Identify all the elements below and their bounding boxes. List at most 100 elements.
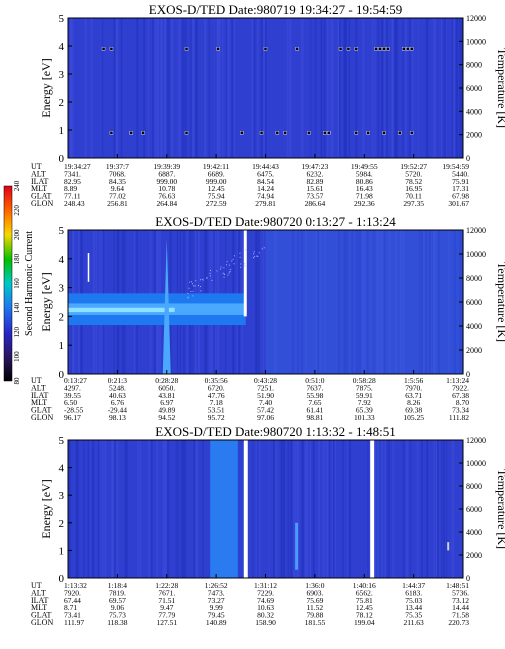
table-cell: 80.86 <box>356 177 373 186</box>
table-cell: 1:44:37 <box>402 581 425 590</box>
table-cell: 5720. <box>405 169 422 178</box>
panel-2: EXOS-D/TED Date:980720 0:13:27 - 1:13:24… <box>31 214 505 422</box>
heatmap-streak <box>98 440 100 578</box>
table-row-label: MLT <box>31 603 47 612</box>
table-cell: 13.44 <box>405 603 422 612</box>
y-tick-label: 2 <box>59 97 65 109</box>
heatmap-streak <box>387 440 390 578</box>
scatter-dot <box>206 277 208 279</box>
table-cell: 14.24 <box>257 184 274 193</box>
scatter-dot <box>226 261 228 263</box>
table-cell: 1:48:51 <box>446 581 469 590</box>
heatmap-streak <box>154 18 157 158</box>
table-cell: 75.69 <box>306 596 323 605</box>
table-cell: 6183. <box>405 588 422 597</box>
table-cell: 6.76 <box>111 398 124 407</box>
table-cell: 140.89 <box>206 618 227 627</box>
scatter-dot <box>261 248 263 250</box>
scatter-dot <box>257 255 259 257</box>
heatmap-streak <box>452 440 455 578</box>
heatmap-streak <box>120 18 123 158</box>
temperature-marker <box>216 47 220 51</box>
table-cell: 7229. <box>257 588 274 597</box>
heatmap-streak <box>157 18 159 158</box>
heatmap-streak <box>273 230 277 374</box>
table-cell: 8.71 <box>64 603 77 612</box>
heatmap-band <box>68 293 246 326</box>
table-cell: 279.81 <box>255 199 276 208</box>
scatter-dot <box>227 274 229 276</box>
y-axis-right: 0 2000 4000 6000 8000 10000 12000 Temperature [… <box>459 436 505 583</box>
table-cell: 127.51 <box>156 618 177 627</box>
table-cell: 84.54 <box>257 177 274 186</box>
heatmap-streak <box>384 18 386 158</box>
scatter-dot <box>191 281 193 283</box>
heatmap-streak <box>451 440 453 578</box>
heatmap-streak <box>289 18 292 158</box>
temperature-markers <box>101 47 414 135</box>
heatmap-streak <box>255 440 258 578</box>
heatmap-streak <box>371 18 374 158</box>
data-gap <box>243 440 248 578</box>
temperature-marker <box>109 131 114 135</box>
heatmap-streak <box>443 440 445 578</box>
table-cell: 7922. <box>452 383 469 392</box>
heatmap-spike <box>162 238 171 374</box>
table-cell: 5984. <box>356 169 373 178</box>
heatmap-streak <box>355 230 359 374</box>
scatter-dot <box>194 285 196 287</box>
heatmap-streak <box>251 18 254 158</box>
table-row-label: ILAT <box>31 177 48 186</box>
table-cell: 7920. <box>64 588 81 597</box>
scatter-dot <box>187 293 189 295</box>
y-axis-right: 0 2000 4000 6000 8000 10000 12000 Temperature [… <box>459 226 505 379</box>
table-cell: 211.63 <box>403 618 424 627</box>
heatmap-streak <box>395 230 398 374</box>
heatmap-streak <box>184 18 187 158</box>
temperature-marker <box>184 131 189 135</box>
table-cell: 53.51 <box>208 406 225 415</box>
heatmap-streak <box>262 230 265 374</box>
heatmap-streak <box>125 440 128 578</box>
heatmap-streak <box>417 230 419 374</box>
table-cell: 73.41 <box>64 611 81 620</box>
heatmap-streak <box>448 230 450 374</box>
heatmap-streak <box>102 440 104 578</box>
heatmap-streak <box>425 18 427 158</box>
heatmap-streak <box>329 440 331 578</box>
table-row-label: UT <box>31 162 42 171</box>
scatter-dot <box>253 251 255 253</box>
heatmap-streak <box>274 440 278 578</box>
table-cell: 97.06 <box>257 413 274 422</box>
heatmap-streak <box>373 440 376 578</box>
heatmap-streak <box>166 18 170 158</box>
scatter-dot <box>226 264 228 266</box>
heatmap-streak <box>113 440 115 578</box>
y-axis-left: 0 1 2 3 4 5 Energy [eV] <box>39 13 72 165</box>
heatmap-streak <box>326 18 329 158</box>
table-cell: 1:18:4 <box>108 581 127 590</box>
heatmap-streak <box>71 18 74 158</box>
heatmap-streak <box>102 18 104 158</box>
heatmap-streak <box>433 18 436 158</box>
table-cell: 7.40 <box>259 398 272 407</box>
heatmap-streak <box>227 18 230 158</box>
heatmap-streak <box>377 230 380 374</box>
y-tick-label: 3 <box>59 490 65 502</box>
y2-tick-label: 10000 <box>466 250 486 259</box>
heatmap-streak <box>338 18 341 158</box>
heatmap-streak <box>301 440 304 578</box>
table-cell: 0:28:28 <box>155 376 178 385</box>
table-cell: 71.98 <box>356 192 373 201</box>
heatmap-streak <box>375 230 378 374</box>
data-gap <box>370 440 375 578</box>
data-gap-line <box>243 230 247 317</box>
table-cell: 19:42:11 <box>203 162 230 171</box>
heatmap-streak <box>368 440 372 578</box>
table-row-label: GLON <box>31 199 53 208</box>
heatmap-streak <box>275 230 277 374</box>
table-cell: 84.35 <box>109 177 126 186</box>
table-cell: 0:58:28 <box>353 376 376 385</box>
y2-tick-label: 12000 <box>466 226 486 235</box>
